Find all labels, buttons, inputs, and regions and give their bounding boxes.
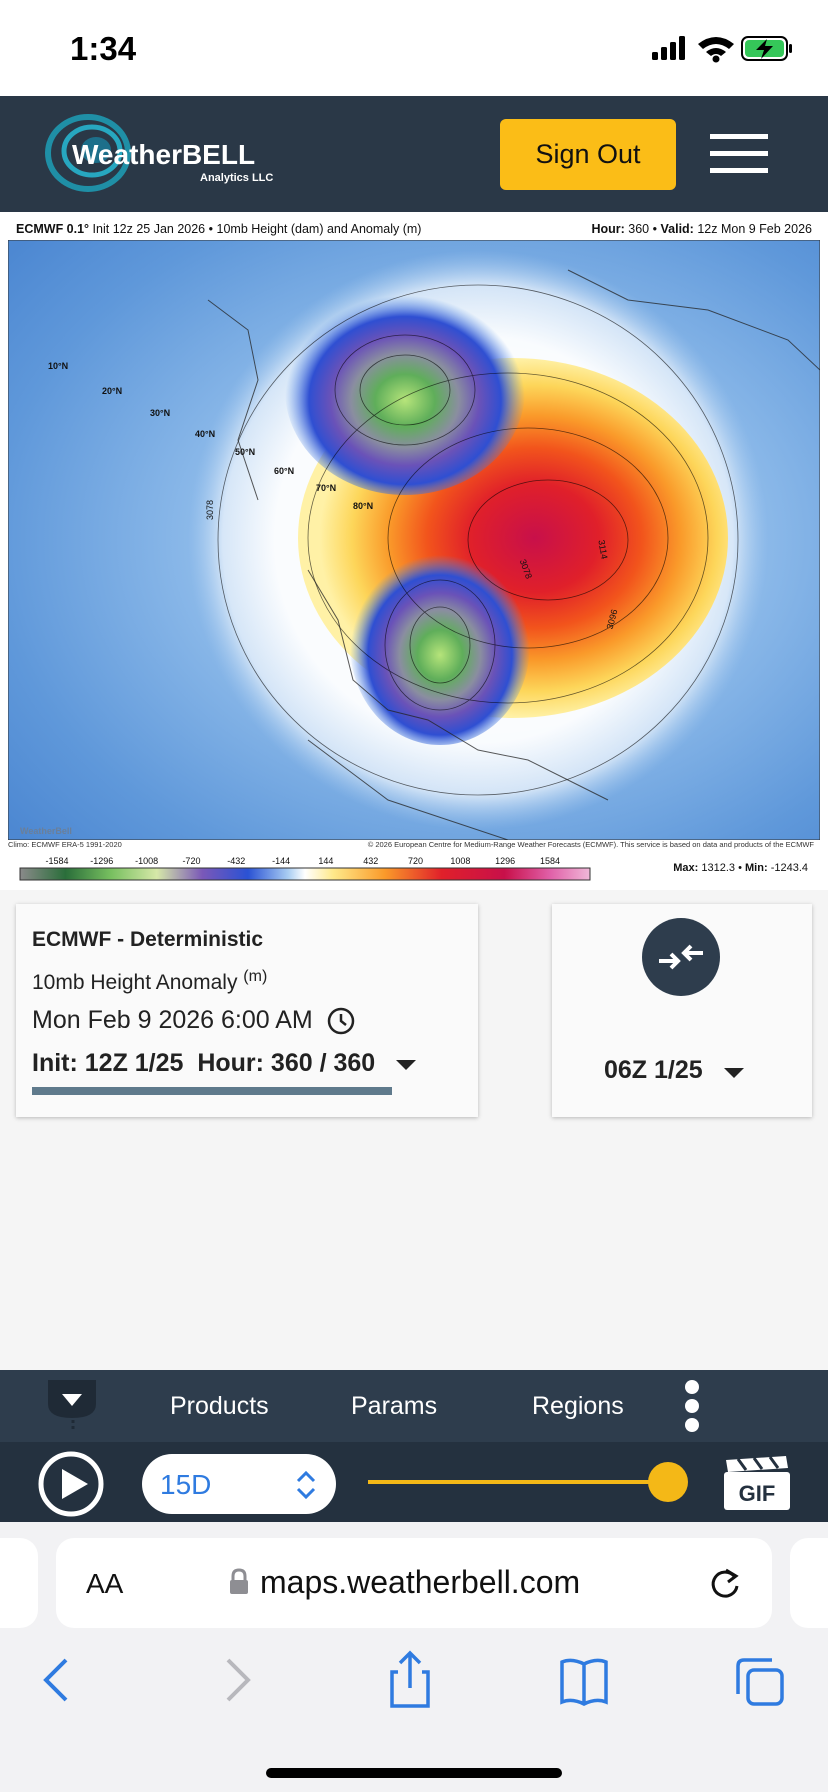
range-select[interactable]: 15D [142,1454,336,1514]
browser-bar: AA maps.weatherbell.com [0,1522,828,1792]
valid-label: Valid: [660,222,694,236]
colorbar-label: -720 [182,856,200,866]
next-tab[interactable] [790,1538,828,1628]
latitude-label: 30°N [150,408,170,418]
share-button[interactable] [390,1650,430,1708]
colorbar-label: 720 [408,856,423,866]
progress-bar [32,1087,392,1095]
toolbar: Products Params Regions [0,1370,828,1442]
tabs-button[interactable] [736,1658,784,1706]
colorbar-label: 432 [363,856,378,866]
map-valid: Hour: 360 • Valid: 12z Mon 9 Feb 2026 [591,222,812,236]
dropdown-arrow[interactable] [722,1064,746,1080]
params-tab[interactable]: Params [351,1392,438,1420]
site-header: WeatherBELL Analytics LLC Sign Out [0,96,828,212]
logo-subtext: Analytics LLC [200,172,273,184]
hour-value: 360 [628,222,650,236]
range-value: 15D [160,1469,212,1500]
map-panel: ECMWF 0.1° Init 12z 25 Jan 2026 • 10mb H… [0,212,828,890]
valid-time: Mon Feb 9 2026 6:00 AM [32,1006,313,1034]
time-slider[interactable] [360,1460,700,1504]
map-image[interactable]: WeatherBell 10°N 20°N 30°N 40°N 50°N 60°N 70°N… [8,240,820,840]
logo-text: WeatherBELL [72,139,255,170]
bookmarks-button[interactable] [560,1658,608,1706]
back-button[interactable] [43,1658,68,1702]
compare-card: 06Z 1/25 [552,904,812,1117]
lock-icon [230,1568,248,1594]
init-text: Init 12z 25 Jan 2026 [92,222,206,236]
colorbar-label: 144 [318,856,333,866]
select-arrows [296,1470,316,1500]
gif-label: GIF [739,1481,776,1506]
play-button[interactable] [38,1451,104,1517]
latitude-label: 70°N [316,483,336,493]
colorbar-label: -1584 [45,856,68,866]
latitude-label: 20°N [102,386,122,396]
reload-button[interactable] [708,1566,742,1602]
model-name: ECMWF 0.1° [16,222,90,236]
status-icons [652,36,792,63]
latitude-label: 80°N [353,501,373,511]
watermark: WeatherBell [20,826,72,836]
sign-out-button[interactable]: Sign Out [500,119,676,190]
colorbar: -1584 -1296 -1008 -720 -432 -144 144 432 720 1008… [19,856,591,881]
colorbar-label: -144 [272,856,290,866]
colorbar-label: 1584 [540,856,560,866]
colorbar-label: -1008 [135,856,158,866]
model-title: ECMWF - Deterministic [32,928,264,951]
logo[interactable]: WeatherBELL Analytics LLC [44,108,294,200]
address-bar[interactable]: AA maps.weatherbell.com [56,1538,772,1628]
colorbar-label: 1008 [450,856,470,866]
valid-value: 12z Mon 9 Feb 2026 [697,222,812,236]
max-min: Max: 1312.3 • Min: -1243.4 [673,862,808,874]
clock-icon[interactable] [326,1006,356,1036]
separator: • [738,862,742,874]
clock: 1:34 [70,30,137,67]
copyright: © 2026 European Centre for Medium-Range … [367,840,814,849]
gif-button[interactable]: GIF [722,1456,792,1512]
browser-nav [43,1650,784,1708]
min-label: Min: [745,862,768,874]
home-indicator [266,1768,562,1778]
compare-button[interactable] [641,917,721,997]
latitude-label: 50°N [235,447,255,457]
text-size-button[interactable]: AA [86,1568,124,1599]
info-card: ECMWF - Deterministic 10mb Height Anomal… [16,904,478,1117]
contour-label: 3114 [596,539,609,560]
forward-button[interactable] [226,1658,251,1702]
map-title: ECMWF 0.1° Init 12z 25 Jan 2026 • 10mb H… [16,222,421,236]
param-unit: (m) [243,968,268,985]
colorbar-label: -432 [227,856,245,866]
latitude-label: 60°N [274,466,294,476]
max-label: Max: [673,862,699,874]
compare-run[interactable]: 06Z 1/25 [604,1056,703,1084]
dropdown-arrow[interactable] [394,1056,418,1072]
url[interactable]: maps.weatherbell.com [260,1564,581,1600]
init-hour[interactable]: Init: 12Z 1/25 Hour: 360 / 360 [32,1049,376,1077]
status-bar: 1:34 [0,0,828,96]
collapse-button[interactable] [48,1380,100,1432]
min-value: -1243.4 [770,862,808,874]
more-button[interactable] [680,1378,704,1434]
menu-button[interactable] [708,132,770,176]
field-text: 10mb Height (dam) and Anomaly (m) [216,222,422,236]
max-value: 1312.3 [701,862,736,874]
latitude-label: 10°N [48,361,68,371]
hour-label: Hour: [591,222,625,236]
separator: • [652,222,658,236]
separator: • [208,222,214,236]
playback-bar: 15D GIF [0,1442,828,1522]
climo-note: Climo: ECMWF ERA-5 1991-2020 [8,840,122,849]
products-tab[interactable]: Products [170,1392,269,1420]
latitude-label: 40°N [195,429,215,439]
contour-label: 3078 [205,500,215,520]
regions-tab[interactable]: Regions [532,1392,624,1420]
param-name: 10mb Height Anomaly (m) [32,968,267,995]
param-text: 10mb Height Anomaly [32,971,238,994]
colorbar-label: -1296 [90,856,113,866]
prev-tab[interactable] [0,1538,38,1628]
colorbar-label: 1296 [495,856,515,866]
